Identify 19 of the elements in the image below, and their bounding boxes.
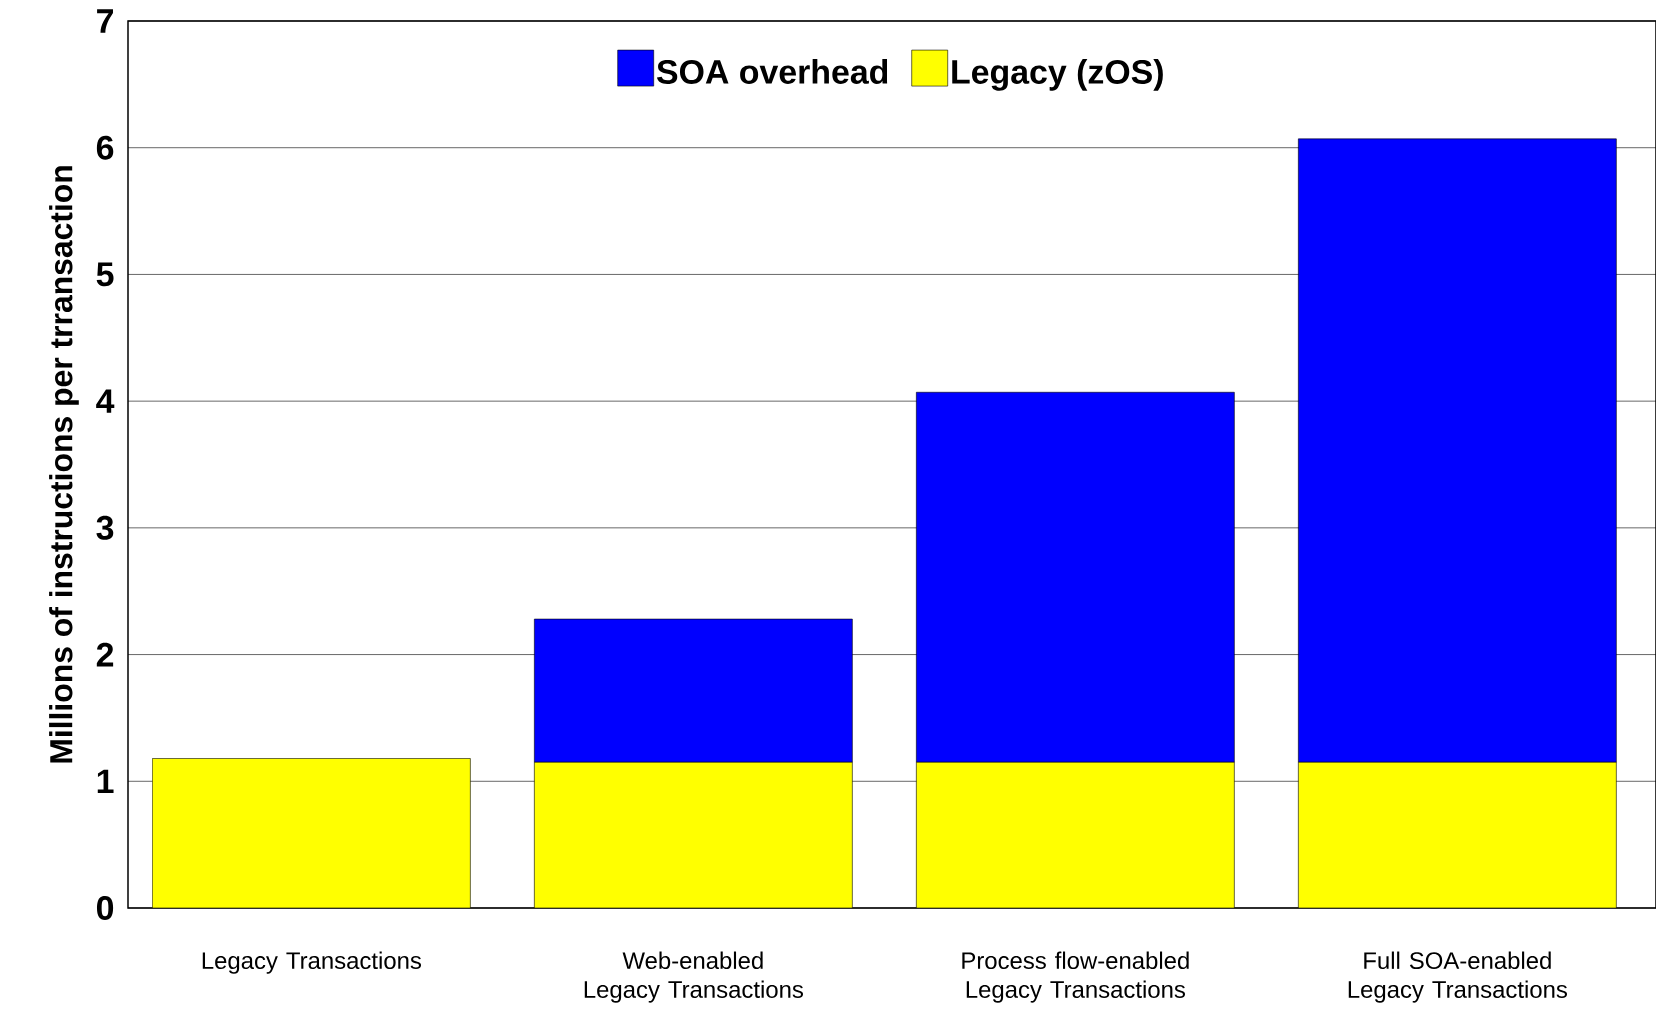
legend-label: SOA overhead <box>656 59 888 84</box>
y-tick-label: 7 <box>97 9 113 33</box>
legend-label: Legacy (zOS) <box>952 59 1163 91</box>
x-tick-label: Process flow-enabled Legacy Transactions <box>962 951 1189 1003</box>
x-tick-label: Full SOA-enabled Legacy Transactions <box>1348 951 1567 1003</box>
y-tick-label: 5 <box>96 262 114 287</box>
y-tick-label: 2 <box>96 642 114 667</box>
bar <box>916 761 1235 908</box>
y-tick-label: 6 <box>96 135 114 160</box>
y-tick-label: 4 <box>96 389 115 413</box>
y-tick-label: 3 <box>96 515 114 540</box>
y-tick-label: 1 <box>97 769 114 793</box>
y-axis-title: Millions of instructions per trransaction <box>49 166 79 763</box>
y-tick-label: 0 <box>96 896 114 920</box>
x-tick-label: Web-enabled Legacy Transactions <box>584 951 804 1003</box>
x-tick-label: Legacy Transactions <box>202 951 422 974</box>
bar <box>534 761 853 908</box>
bar <box>1298 761 1617 908</box>
bar <box>152 758 471 908</box>
